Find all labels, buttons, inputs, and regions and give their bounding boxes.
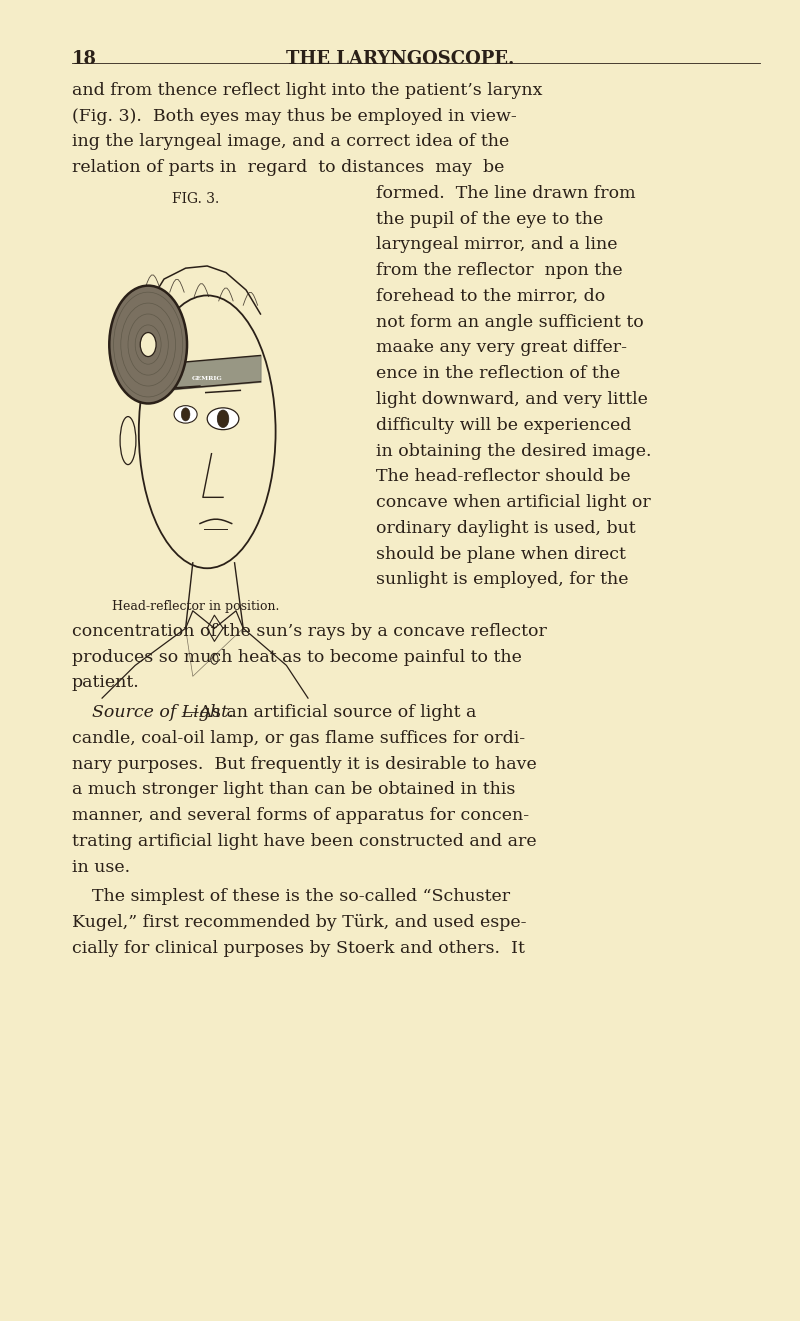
Text: difficulty will be experienced: difficulty will be experienced <box>376 416 631 433</box>
Text: Kugel,” first recommended by Türk, and used espe-: Kugel,” first recommended by Türk, and u… <box>72 914 526 931</box>
Text: manner, and several forms of apparatus for concen-: manner, and several forms of apparatus f… <box>72 807 529 824</box>
Text: from the reflector  npon the: from the reflector npon the <box>376 262 622 279</box>
Text: in obtaining the desired image.: in obtaining the desired image. <box>376 443 651 460</box>
Text: FIG. 3.: FIG. 3. <box>172 192 220 206</box>
Text: cially for clinical purposes by Stoerk and others.  It: cially for clinical purposes by Stoerk a… <box>72 939 525 956</box>
Text: patient.: patient. <box>72 674 140 691</box>
Text: concentration of the sun’s rays by a concave reflector: concentration of the sun’s rays by a con… <box>72 622 547 639</box>
Text: produces so much heat as to become painful to the: produces so much heat as to become painf… <box>72 649 522 666</box>
Text: relation of parts in  regard  to distances  may  be: relation of parts in regard to distances… <box>72 159 504 176</box>
Text: sunlight is employed, for the: sunlight is employed, for the <box>376 571 629 588</box>
Text: formed.  The line drawn from: formed. The line drawn from <box>376 185 636 202</box>
Text: maake any very great differ-: maake any very great differ- <box>376 339 627 357</box>
Text: should be plane when direct: should be plane when direct <box>376 546 626 563</box>
Text: Source of Light.: Source of Light. <box>92 704 234 721</box>
Text: and from thence reflect light into the patient’s larynx: and from thence reflect light into the p… <box>72 82 542 99</box>
Text: candle, coal-oil lamp, or gas flame suffices for ordi-: candle, coal-oil lamp, or gas flame suff… <box>72 729 525 746</box>
Text: The simplest of these is the so-called “Schuster: The simplest of these is the so-called “… <box>92 888 510 905</box>
Text: ordinary daylight is used, but: ordinary daylight is used, but <box>376 519 636 536</box>
Text: Head-reflector in position.: Head-reflector in position. <box>112 600 280 613</box>
Text: laryngeal mirror, and a line: laryngeal mirror, and a line <box>376 236 618 254</box>
Text: light downward, and very little: light downward, and very little <box>376 391 648 408</box>
Text: trating artificial light have been constructed and are: trating artificial light have been const… <box>72 832 537 849</box>
Text: The head-reflector should be: The head-reflector should be <box>376 468 630 485</box>
Text: not form an angle sufficient to: not form an angle sufficient to <box>376 313 644 330</box>
Text: —As an artificial source of light a: —As an artificial source of light a <box>182 704 476 721</box>
Text: nary purposes.  But frequently it is desirable to have: nary purposes. But frequently it is desi… <box>72 756 537 773</box>
Text: (Fig. 3).  Both eyes may thus be employed in view-: (Fig. 3). Both eyes may thus be employed… <box>72 107 517 124</box>
Text: a much stronger light than can be obtained in this: a much stronger light than can be obtain… <box>72 781 515 798</box>
Text: the pupil of the eye to the: the pupil of the eye to the <box>376 210 603 227</box>
Text: ing the laryngeal image, and a correct idea of the: ing the laryngeal image, and a correct i… <box>72 133 510 151</box>
Text: in use.: in use. <box>72 859 130 876</box>
Text: forehead to the mirror, do: forehead to the mirror, do <box>376 288 606 305</box>
Text: THE LARYNGOSCOPE.: THE LARYNGOSCOPE. <box>286 50 514 69</box>
Text: concave when artificial light or: concave when artificial light or <box>376 494 650 511</box>
Text: 18: 18 <box>72 50 97 69</box>
Text: ence in the reflection of the: ence in the reflection of the <box>376 365 620 382</box>
